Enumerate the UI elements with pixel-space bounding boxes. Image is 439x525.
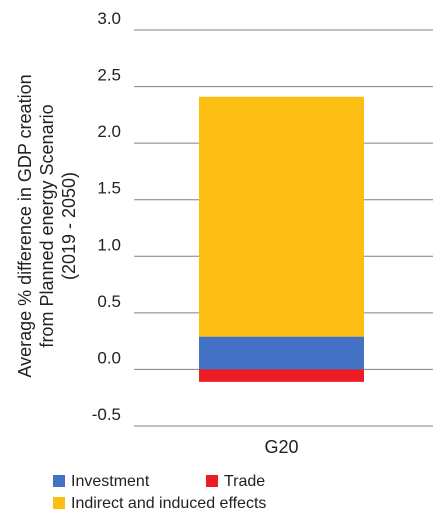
bar-segment-trade (199, 369, 364, 382)
legend-swatch-investment (53, 475, 65, 487)
legend-label-investment: Investment (71, 473, 150, 490)
y-tick-labels: 3.0 2.5 2.0 1.5 1.0 0.5 0.0 -0.5 (92, 9, 121, 424)
y-tick-label: 2.5 (97, 66, 121, 85)
y-tick-label: 1.5 (97, 179, 121, 198)
y-axis-label-line-1: Average % difference in GDP creation (15, 74, 35, 377)
y-axis-label: Average % difference in GDP creation from… (15, 74, 79, 377)
y-tick-label: -0.5 (92, 405, 121, 424)
bar-segment-indirect-and-induced-effects (199, 96, 364, 337)
y-tick-label: 1.0 (97, 235, 121, 254)
legend-swatch-indirect-and-induced-effects (53, 497, 65, 509)
legend: Investment Trade Indirect and induced effe… (53, 473, 266, 512)
legend-label-trade: Trade (224, 473, 265, 490)
x-tick-labels: G20 (264, 437, 298, 457)
y-tick-label: 0.0 (97, 348, 121, 367)
y-tick-label: 0.5 (97, 292, 121, 311)
bars (199, 96, 364, 382)
y-axis-label-line-3: (2019 - 2050) (59, 172, 79, 280)
legend-label-indirect-and-induced-effects: Indirect and induced effects (71, 495, 266, 512)
y-axis-label-line-2: from Planned energy Scenario (37, 104, 57, 347)
y-tick-label: 2.0 (97, 122, 121, 141)
legend-swatch-trade (206, 475, 218, 487)
bar-segment-investment (199, 336, 364, 370)
x-tick-label-g20: G20 (264, 437, 298, 457)
y-tick-label: 3.0 (97, 9, 121, 28)
